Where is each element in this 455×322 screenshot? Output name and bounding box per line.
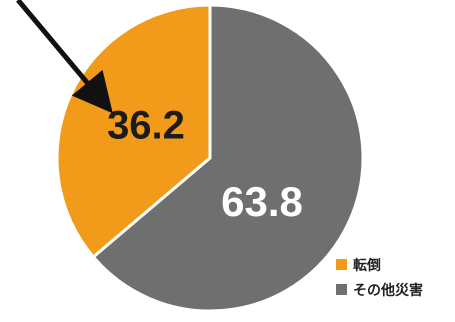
slice-labels: 36.2 63.8 (107, 104, 303, 226)
legend-label-other: その他災害 (353, 282, 423, 299)
legend-swatch-tento (336, 259, 347, 270)
pie-slices (55, 3, 365, 313)
pie-slice-other (91, 3, 365, 313)
slice-label-tento: 36.2 (107, 104, 185, 148)
legend-item-tento: 転倒 (336, 254, 423, 275)
legend-swatch-other (336, 284, 347, 295)
annotation-arrow (16, 0, 113, 114)
legend-item-other: その他災害 (336, 279, 423, 300)
legend: 転倒 その他災害 (336, 254, 423, 304)
slice-label-other: 63.8 (221, 178, 303, 225)
legend-label-tento: 転倒 (353, 257, 381, 274)
pie-slice-tento (55, 3, 212, 260)
